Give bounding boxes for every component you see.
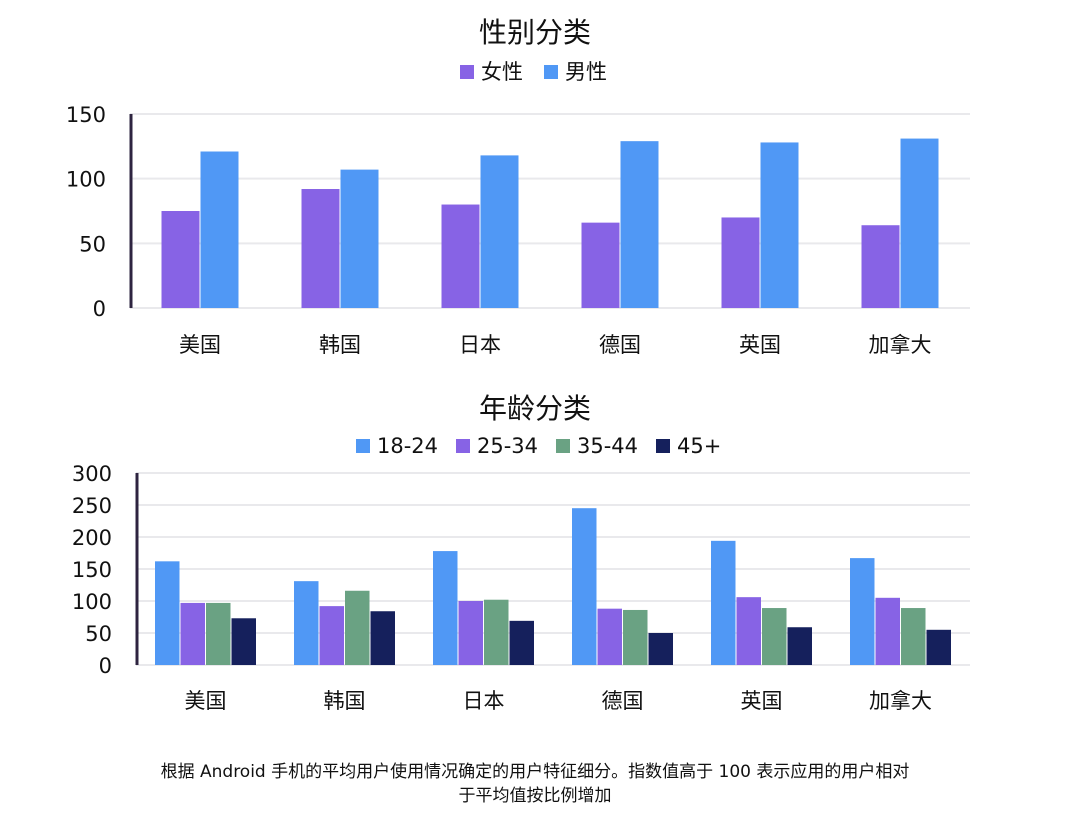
x-label-1-3: 德国: [602, 689, 644, 713]
legend-swatch-1-0: [356, 439, 370, 453]
bar-1-2-2: [484, 599, 509, 665]
y-tick-1-0: 0: [99, 654, 112, 678]
bar-1-0-2: [206, 602, 231, 665]
bar-1-1-1: [319, 606, 344, 665]
legend-label-1-0: 18-24: [377, 434, 438, 458]
bar-1-2-1: [458, 601, 483, 665]
bar-1-1-0: [294, 581, 319, 665]
y-tick-1-1: 50: [85, 622, 112, 646]
x-label-1-5: 加拿大: [869, 689, 932, 713]
x-label-1-1: 韩国: [324, 689, 366, 713]
x-label-0-4: 英国: [739, 333, 781, 357]
bar-0-2-1: [480, 155, 519, 308]
y-tick-1-4: 200: [72, 526, 112, 550]
bar-1-4-3: [787, 627, 812, 665]
x-label-0-0: 美国: [179, 333, 221, 357]
y-tick-1-6: 300: [72, 462, 112, 486]
y-tick-1-2: 100: [72, 590, 112, 614]
x-label-1-2: 日本: [463, 689, 505, 713]
x-label-1-0: 美国: [185, 689, 227, 713]
bar-0-4-0: [721, 217, 760, 308]
y-tick-0-0: 0: [93, 297, 106, 321]
bar-1-3-3: [648, 633, 673, 665]
y-tick-0-2: 100: [66, 168, 106, 192]
chart-0-title: 性别分类: [479, 16, 591, 49]
legend-label-1-2: 35-44: [577, 434, 638, 458]
bar-1-3-1: [597, 608, 622, 665]
bar-1-5-1: [875, 597, 900, 665]
legend-label-0-0: 女性: [481, 60, 523, 84]
bar-0-2-0: [441, 204, 480, 308]
bar-0-3-1: [620, 141, 659, 308]
bar-1-5-2: [901, 608, 926, 665]
bar-0-0-0: [161, 211, 200, 308]
bar-1-0-0: [155, 561, 180, 665]
bar-1-4-2: [762, 608, 787, 665]
bar-0-3-0: [581, 222, 620, 308]
bar-1-2-0: [433, 551, 458, 665]
x-label-1-4: 英国: [741, 689, 783, 713]
x-label-0-3: 德国: [599, 333, 641, 357]
footnote-line-1: 根据 Android 手机的平均用户使用情况确定的用户特征细分。指数值高于 10…: [160, 762, 910, 782]
y-tick-0-3: 150: [66, 103, 106, 127]
legend-swatch-0-1: [544, 65, 558, 79]
legend-swatch-1-3: [656, 439, 670, 453]
legend-label-1-3: 45+: [677, 434, 721, 458]
bar-1-5-0: [850, 558, 875, 665]
legend-label-0-1: 男性: [565, 60, 607, 84]
x-label-0-2: 日本: [459, 333, 501, 357]
footnote-line-2: 于平均值按比例增加: [458, 786, 612, 806]
bar-1-4-0: [711, 540, 736, 665]
footnote: 根据 Android 手机的平均用户使用情况确定的用户特征细分。指数值高于 10…: [0, 760, 1070, 808]
bar-0-0-1: [200, 151, 239, 308]
chart-1-title: 年龄分类: [479, 392, 591, 425]
y-tick-0-1: 50: [79, 232, 106, 256]
bar-0-4-1: [760, 142, 799, 308]
bar-0-5-1: [900, 138, 939, 308]
legend-swatch-1-1: [456, 439, 470, 453]
legend-swatch-0-0: [460, 65, 474, 79]
bar-1-3-2: [623, 609, 648, 665]
bar-1-1-2: [345, 590, 370, 665]
y-tick-1-5: 250: [72, 494, 112, 518]
legend-swatch-1-2: [556, 439, 570, 453]
bar-0-5-0: [861, 225, 900, 308]
legend-label-1-1: 25-34: [477, 434, 538, 458]
bar-0-1-0: [301, 189, 340, 308]
bar-1-5-3: [926, 629, 951, 665]
bar-1-3-0: [572, 508, 597, 665]
bar-1-0-1: [180, 602, 205, 665]
x-label-0-1: 韩国: [319, 333, 361, 357]
bar-0-1-1: [340, 169, 379, 308]
bar-1-1-3: [370, 611, 395, 665]
bar-1-0-3: [231, 618, 256, 665]
bar-1-4-1: [736, 597, 761, 665]
x-label-0-5: 加拿大: [869, 333, 932, 357]
bar-1-2-3: [509, 620, 534, 665]
y-tick-1-3: 150: [72, 558, 112, 582]
